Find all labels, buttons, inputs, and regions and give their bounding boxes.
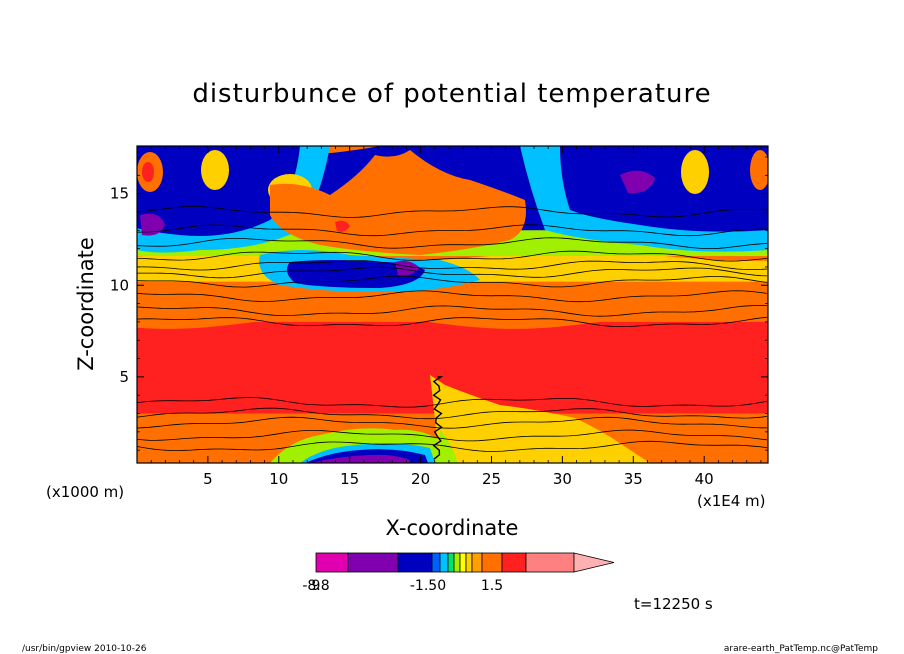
x-tick-label: 5 [203,470,213,488]
colorbar-segment [315,552,349,573]
y-tick-label: 15 [110,185,129,203]
colorbar-segment [471,552,483,573]
colorbar-segment [439,552,449,573]
extreme-negative-patch-1 [140,213,165,236]
x-tick-label: 35 [624,470,643,488]
colorbar-segment [453,552,461,573]
contour-line [137,407,768,420]
mid-negative-pool [286,260,425,288]
warm-patch-top-2 [201,150,229,190]
contour-line [137,316,768,327]
upper-warm-core [270,150,526,255]
front-contour [432,376,444,460]
contour-line [137,266,768,279]
contour-line [137,440,768,452]
chart-title: disturbunce of potential temperature [192,79,711,109]
colorbar-segment [447,552,455,573]
field-band-1 [137,314,768,414]
footer-left: /usr/bin/gpview 2010-10-26 [22,644,147,654]
colorbar-segment [459,552,467,573]
colorbar: -8.8 -1.50 1.5 9 [302,552,615,594]
contour-line [137,397,768,408]
plot-area [137,146,768,463]
x-axis: 5 10 15 20 25 30 35 40 [150,146,762,488]
contour-line [137,416,768,429]
contour-line [137,290,768,303]
colorbar-segment [525,552,575,573]
colorbar-segment [481,552,503,573]
colorbar-segment [347,552,399,573]
x-tick-label: 10 [269,470,288,488]
colorbar-label: 9 [312,578,321,594]
colorbar-end-triangle [573,552,615,573]
time-label: t=12250 s [634,595,713,613]
upper-warm-core-spot [335,220,350,232]
mid-negative-core [395,260,420,276]
warm-wedge [430,375,650,463]
colorbar-label: -1.50 [410,578,446,594]
contour-line [137,224,767,237]
contour-line [137,305,768,317]
colorbar-label: 1.5 [481,578,503,594]
contour-line [137,237,768,250]
x-tick-label: 30 [553,470,572,488]
warm-patch-top-left-core [142,162,154,182]
y-axis: 5 10 15 [110,156,768,451]
y-axis-title: Z-coordinate [74,237,98,371]
contour-line [137,250,768,262]
surface-cold-pool-core [310,454,410,463]
plot-frame [136,145,769,464]
x-tick-label: 25 [482,470,501,488]
footer-right: arare-earth_PatTemp.nc@PatTemp [724,644,878,654]
contour-line [137,260,768,271]
x-tick-label: 15 [340,470,359,488]
extreme-negative-patch-2 [620,170,655,194]
contour-line [137,429,768,442]
colorbar-segment [501,552,527,573]
x-tick-label: 40 [695,470,714,488]
y-tick-label: 10 [110,276,129,294]
colorbar-segment [431,552,441,573]
y-tick-label: 5 [119,368,129,386]
upper-negative-core-left [137,146,300,236]
x-scale-right: (x1E4 m) [697,492,766,510]
x-axis-title: X-coordinate [386,516,519,540]
contour-line [137,275,768,288]
warm-patch-top-right-2 [750,150,768,190]
colorbar-segment [397,552,433,573]
x-tick-label: 20 [411,470,430,488]
contour-line [137,206,768,218]
colorbar-segment [465,552,473,573]
warm-patch-top-right [681,150,709,194]
x-scale-left: (x1000 m) [46,483,124,501]
upper-negative-core-right-inner [560,146,768,232]
colorbar-label: -8.8 [302,578,329,594]
